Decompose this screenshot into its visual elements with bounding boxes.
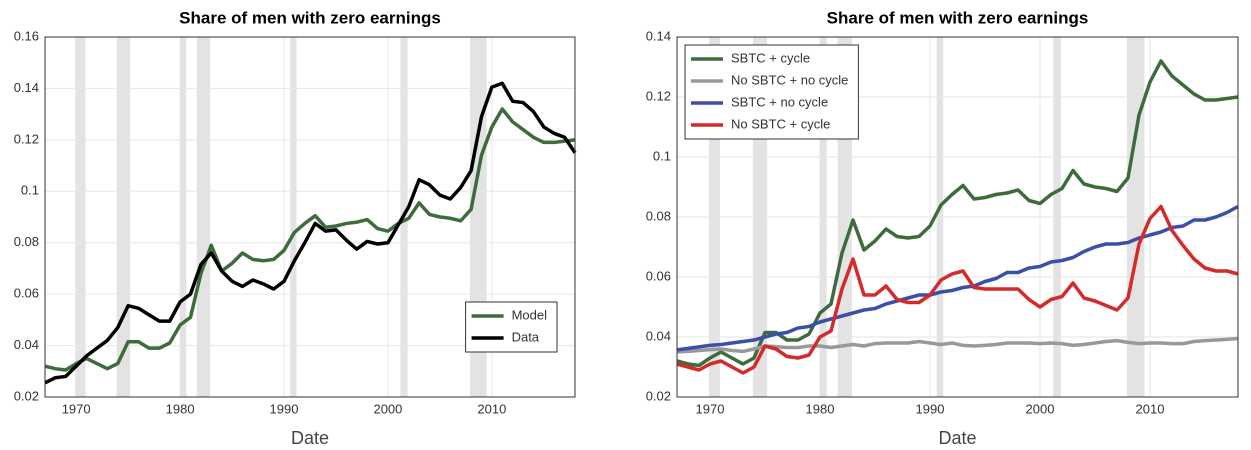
legend-label: SBTC + cycle <box>731 50 810 65</box>
y-tick-label: 0.02 <box>14 388 39 403</box>
y-tick-label: 0.14 <box>646 28 671 43</box>
legend-label: Model <box>512 307 548 322</box>
y-tick-label: 0.1 <box>653 148 671 163</box>
x-axis-label: Date <box>291 428 329 448</box>
recession-shade <box>75 37 86 397</box>
y-tick-label: 0.12 <box>646 88 671 103</box>
x-tick-label: 1990 <box>270 401 299 416</box>
x-tick-label: 1970 <box>62 401 91 416</box>
plot-frame <box>44 36 576 398</box>
series-line <box>44 107 576 372</box>
x-tick-label: 1980 <box>806 401 835 416</box>
legend-label: No SBTC + cycle <box>731 116 830 131</box>
legend-label: SBTC + no cycle <box>731 94 828 109</box>
legend: SBTC + cycle No SBTC + no cycle SBTC + no … <box>684 44 859 140</box>
series-line <box>676 204 1239 352</box>
x-tick-label: 2000 <box>1026 401 1055 416</box>
y-tick-label: 0.14 <box>14 80 39 95</box>
chart-panel: 0.02 0.04 0.06 0.08 0.1 0.12 0.14 1970 1980 1990 2… <box>646 8 1239 448</box>
recession-shade <box>290 37 297 397</box>
legend-box <box>465 301 558 353</box>
x-tick-label: 1990 <box>916 401 945 416</box>
chart-title: Share of men with zero earnings <box>827 8 1089 27</box>
y-tick-label: 0.04 <box>14 337 39 352</box>
y-tick-label: 0.02 <box>646 388 671 403</box>
x-tick-label: 1980 <box>166 401 195 416</box>
legend-label: No SBTC + no cycle <box>731 72 848 87</box>
plot-frame <box>676 36 1239 398</box>
x-tick-label: 2000 <box>373 401 402 416</box>
x-tick-label: 1970 <box>696 401 725 416</box>
recession-shade <box>180 37 187 397</box>
x-axis-label: Date <box>938 428 976 448</box>
y-tick-label: 0.08 <box>14 234 39 249</box>
x-tick-label: 2010 <box>1136 401 1165 416</box>
series-line <box>676 59 1239 368</box>
series-line <box>676 204 1239 375</box>
y-tick-label: 0.1 <box>21 183 39 198</box>
x-tick-label: 2010 <box>477 401 506 416</box>
recession-shade <box>196 37 211 397</box>
series-line <box>44 81 577 385</box>
y-tick-label: 0.06 <box>646 268 671 283</box>
y-tick-label: 0.08 <box>646 208 671 223</box>
legend: Model Data <box>465 301 558 353</box>
y-tick-label: 0.16 <box>14 28 39 43</box>
y-tick-label: 0.06 <box>14 286 39 301</box>
legend-label: Data <box>512 329 540 344</box>
chart-panel: 0.02 0.04 0.06 0.08 0.1 0.12 0.14 0.16 1970 1980 1… <box>14 8 577 448</box>
y-tick-label: 0.12 <box>14 131 39 146</box>
chart-title: Share of men with zero earnings <box>179 8 441 27</box>
y-tick-label: 0.04 <box>646 328 671 343</box>
